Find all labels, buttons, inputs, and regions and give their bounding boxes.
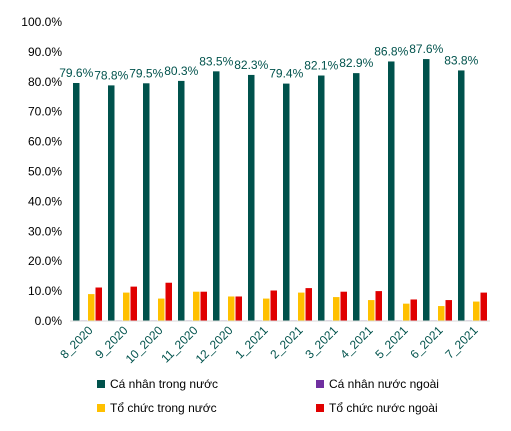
bar (228, 296, 235, 321)
y-axis-tick-labels: 0.0% 10.0% 20.0% 30.0% 40.0% 50.0% 60.0% 70.0% 8… (21, 15, 62, 328)
legend-label: Cá nhân nước ngoài (329, 377, 439, 391)
bar (200, 291, 207, 321)
bar (375, 291, 382, 321)
legend-label: Tổ chức trong nước (110, 401, 217, 415)
bar (368, 300, 375, 321)
y-tick-label: 0.0% (35, 314, 63, 328)
y-tick-label: 60.0% (28, 135, 62, 149)
bar (333, 297, 340, 321)
x-tick-label: 8_2020 (57, 323, 95, 361)
bar (388, 61, 395, 322)
y-tick-label: 50.0% (28, 165, 62, 179)
bar (73, 82, 80, 321)
y-tick-label: 100.0% (21, 15, 62, 29)
bar (88, 294, 95, 321)
x-tick-label: 6_2021 (407, 323, 445, 361)
data-label: 82.3% (234, 58, 268, 72)
bar (95, 287, 102, 321)
bar (143, 83, 150, 321)
bar (158, 298, 165, 321)
x-tick-label: 4_2021 (337, 323, 375, 361)
data-label: 83.5% (199, 54, 233, 68)
data-label: 80.3% (164, 64, 198, 78)
y-tick-label: 20.0% (28, 254, 62, 268)
bar (473, 301, 480, 321)
data-label: 79.5% (129, 66, 163, 80)
y-tick-label: 80.0% (28, 75, 62, 89)
bar (235, 296, 242, 321)
bar (263, 298, 270, 321)
bar (193, 291, 200, 321)
bar (445, 300, 452, 321)
legend-swatch (316, 380, 324, 388)
legend-label: Tổ chức nước ngoài (329, 401, 438, 415)
x-tick-label: 3_2021 (302, 323, 340, 361)
data-label: 82.9% (339, 56, 373, 70)
bar (270, 290, 277, 321)
legend-label: Cá nhân trong nước (110, 377, 218, 391)
bar (213, 71, 220, 322)
bar (403, 303, 410, 321)
x-tick-label: 12_2020 (193, 323, 236, 366)
legend-swatch (97, 380, 105, 388)
bar (248, 74, 255, 321)
y-tick-label: 10.0% (28, 284, 62, 298)
y-tick-label: 90.0% (28, 45, 62, 59)
data-label: 82.1% (304, 59, 338, 73)
data-label: 83.8% (444, 53, 478, 67)
data-label: 79.6% (59, 66, 93, 80)
bar (410, 299, 417, 321)
legend-swatch (316, 404, 324, 412)
x-tick-label: 5_2021 (372, 323, 410, 361)
bar (305, 288, 312, 321)
data-label: 86.8% (374, 44, 408, 58)
bar (340, 291, 347, 321)
bar (458, 70, 465, 321)
x-tick-label: 2_2021 (267, 323, 305, 361)
x-axis-tick-labels: 8_20209_202010_202011_202012_20201_20212… (57, 323, 480, 366)
x-tick-label: 7_2021 (442, 323, 480, 361)
data-label: 78.8% (94, 68, 128, 82)
x-tick-label: 1_2021 (232, 323, 270, 361)
data-label: 79.4% (269, 67, 303, 81)
bar (353, 73, 360, 321)
data-labels-group: 79.6% 78.8% 79.5% 80.3%83.5% 82.3%79.4%82.1%… (59, 42, 478, 82)
y-tick-label: 70.0% (28, 105, 62, 119)
bar (108, 85, 115, 321)
bar (130, 286, 137, 321)
legend: Cá nhân trong nước Cá nhân nước ngoài Tổ c… (97, 377, 439, 415)
bar (318, 75, 325, 322)
x-tick-label: 10_2020 (123, 323, 166, 366)
bar (123, 292, 130, 321)
bar (480, 292, 487, 321)
data-label: 87.6% (409, 42, 443, 56)
y-tick-label: 40.0% (28, 194, 62, 208)
bar (298, 292, 305, 321)
bar (423, 59, 430, 322)
bars-group (73, 59, 487, 322)
bar (438, 306, 445, 321)
bar (283, 83, 290, 322)
bar (178, 80, 185, 321)
bar (165, 282, 172, 321)
legend-swatch (97, 404, 105, 412)
y-tick-label: 30.0% (28, 224, 62, 238)
